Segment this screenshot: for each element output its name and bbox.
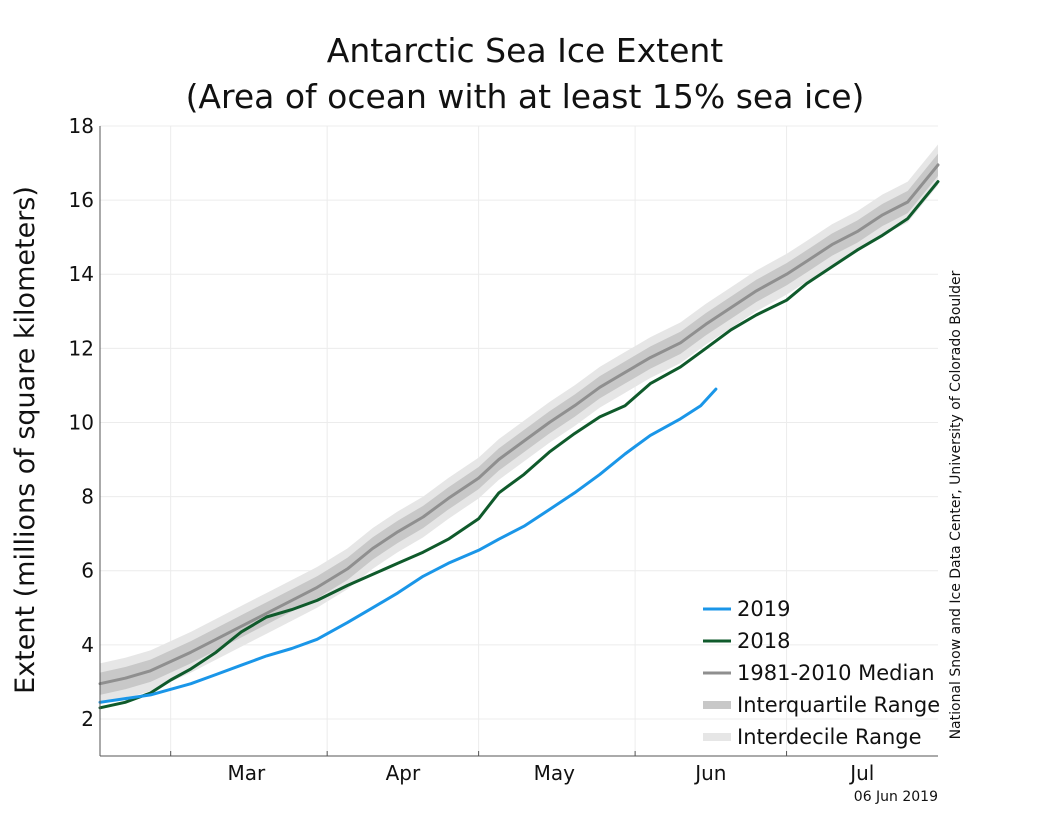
legend-label: 2018 bbox=[737, 629, 790, 653]
y-tick-label: 6 bbox=[81, 559, 94, 583]
y-tick-label: 4 bbox=[81, 633, 94, 657]
legend-item: Interquartile Range bbox=[703, 693, 940, 717]
x-axis-ticks: Mar Apr May Jun Jul bbox=[228, 761, 875, 785]
legend-item: 1981-2010 Median bbox=[703, 661, 935, 685]
credit-text: National Snow and Ice Data Center, Unive… bbox=[948, 270, 964, 739]
y-axis-ticks: 2 4 6 8 10 12 14 16 18 bbox=[69, 114, 94, 731]
legend: 2019 2018 1981-2010 Median Interquartile Ra… bbox=[703, 597, 940, 749]
y-tick-label: 18 bbox=[69, 114, 94, 138]
x-tick-label: May bbox=[534, 761, 576, 785]
legend-label: Interdecile Range bbox=[737, 725, 922, 749]
range-bands bbox=[100, 144, 938, 705]
y-tick-label: 14 bbox=[69, 262, 94, 286]
series-line-median bbox=[98, 163, 940, 686]
chart-title: Antarctic Sea Ice Extent (Area of ocean … bbox=[186, 31, 865, 116]
x-tick-label: Mar bbox=[228, 761, 267, 785]
legend-label: Interquartile Range bbox=[737, 693, 940, 717]
axes bbox=[99, 126, 938, 757]
x-tick-label: Jul bbox=[848, 761, 874, 785]
legend-item: 2019 bbox=[703, 597, 790, 621]
x-tick-label: Apr bbox=[386, 761, 421, 785]
interdecile-band bbox=[100, 144, 938, 705]
x-tick-label: Jun bbox=[693, 761, 726, 785]
y-tick-label: 12 bbox=[69, 336, 94, 360]
legend-label: 1981-2010 Median bbox=[737, 661, 935, 685]
title-line-2: (Area of ocean with at least 15% sea ice… bbox=[186, 77, 865, 116]
y-tick-label: 8 bbox=[81, 485, 94, 509]
y-tick-label: 10 bbox=[69, 410, 94, 434]
title-line-1: Antarctic Sea Ice Extent bbox=[327, 31, 724, 70]
y-tick-label: 2 bbox=[81, 707, 94, 731]
series-lines bbox=[98, 163, 940, 710]
date-stamp: 06 Jun 2019 bbox=[854, 789, 938, 805]
y-axis-label: Extent (millions of square kilometers) bbox=[10, 186, 41, 694]
legend-item: Interdecile Range bbox=[703, 725, 922, 749]
legend-label: 2019 bbox=[737, 597, 790, 621]
series-line-2019 bbox=[98, 387, 718, 704]
y-tick-label: 16 bbox=[69, 188, 94, 212]
legend-item: 2018 bbox=[703, 629, 790, 653]
series-line-2018 bbox=[98, 180, 940, 710]
grid-lines bbox=[100, 125, 938, 756]
